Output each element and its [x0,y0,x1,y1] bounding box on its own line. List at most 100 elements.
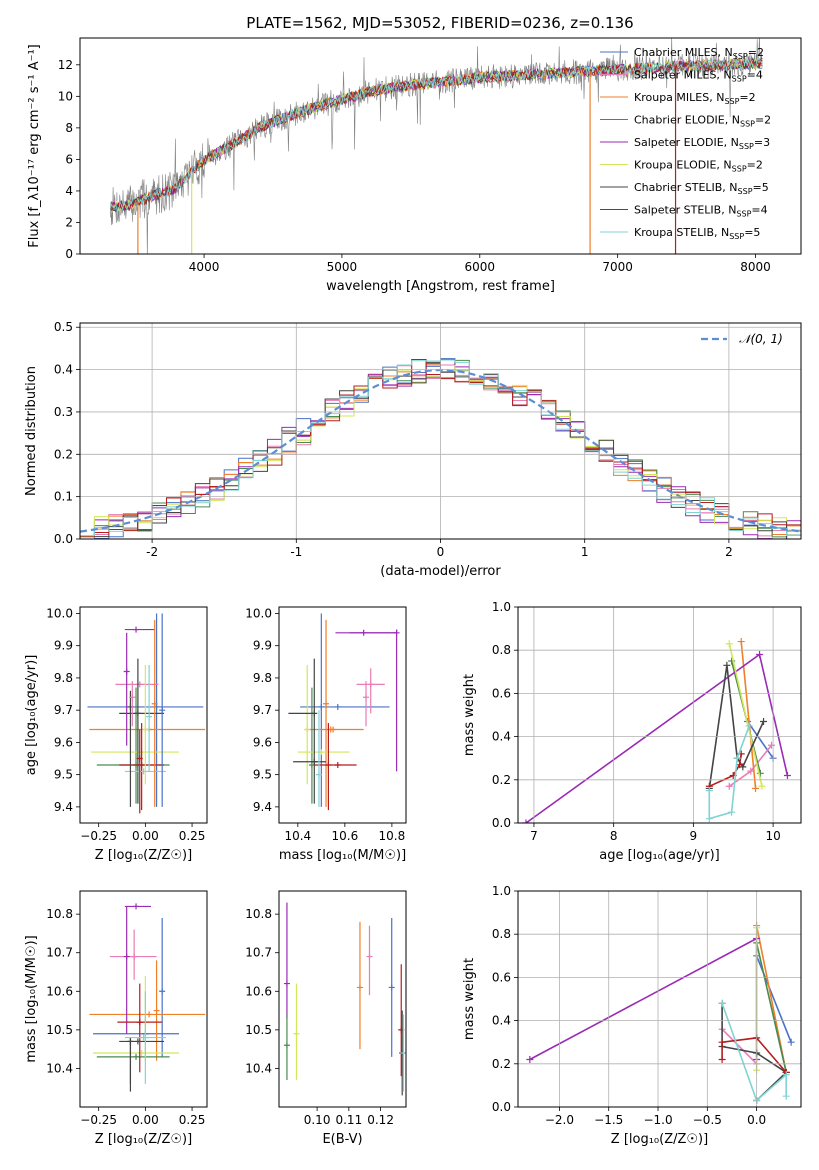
y-tick-label: 10.7 [245,946,272,960]
y-tick-label: 0.6 [492,686,511,700]
y-tick-label: 10.4 [46,1061,73,1075]
y-tick-label: 10.8 [245,907,272,921]
x-tick-label: 7 [530,829,538,843]
y-tick-label: 9.6 [253,735,272,749]
x-tick-label: −0.25 [80,1113,117,1127]
weight-marker [760,717,768,725]
axes-frame [79,322,802,540]
weight-marker [756,769,764,777]
data-point [136,755,143,762]
weight-marker [725,782,733,790]
data-point [315,771,322,778]
x-tick-label: 0.00 [132,1113,159,1127]
y-tick-label: 9.9 [54,639,73,653]
weight-marker [745,722,753,730]
spectrum-panel: 4000 5000 6000 7000 8000 0 2 4 6 8 10 12 wavelength … [27,37,802,294]
x-axis-label: E(B-V) [322,1132,362,1147]
data-point [293,1030,300,1037]
legend-entry: Salpeter STELIB, NSSP=4 [634,204,768,219]
weight-line [755,942,787,1073]
plot-area [522,638,791,823]
weight-line [721,1028,758,1065]
weight-marker [728,808,736,816]
x-tick-label: 0.0 [747,1113,766,1127]
x-tick-label: 7000 [602,260,633,274]
y-tick-label: 0.6 [492,970,511,984]
plot-area [526,922,795,1105]
weight-marker [705,815,713,823]
data-point [360,629,367,636]
y-tick-label: 1.0 [492,600,511,614]
y-axis-label: mass [log₁₀(M/M☉)] [24,935,39,1062]
y-tick-label: 9.5 [54,768,73,782]
x-tick-label: 0.12 [367,1113,394,1127]
data-point [356,984,363,991]
data-point [133,903,140,910]
age-vs-mass-panel: 10.4 10.6 10.8 9.4 9.5 9.6 9.7 9.8 9.9 10.0 mass [… [245,606,407,863]
legend-entry: Salpeter MILES, NSSP=4 [634,69,763,84]
weight-marker [718,1038,726,1046]
x-tick-label: 10.4 [284,829,311,843]
data-point [334,761,341,768]
x-tick-label: 0.25 [179,829,206,843]
axes-frame [517,890,802,1108]
y-axis-label: mass weight [462,674,477,756]
y-axis-label: Normed distribution [24,366,39,496]
data-point [323,700,330,707]
plot-area [288,613,400,811]
y-tick-label: 10.7 [46,946,73,960]
data-point [134,710,141,717]
y-tick-label: 9.9 [253,639,272,653]
axes-frame [517,606,802,824]
plot-area [283,902,406,1096]
y-tick-label: 0.2 [492,773,511,787]
data-point [146,1011,153,1018]
y-tick-label: 0.0 [492,1100,511,1114]
x-tick-label: 8 [610,829,618,843]
data-point [400,1050,406,1056]
data-point [127,1038,134,1045]
data-point [330,726,337,733]
weight-marker [526,1055,534,1063]
y-tick-label: 12 [58,58,73,72]
y-tick-label: 4 [65,184,73,198]
legend-entry: Chabrier ELODIE, NSSP=2 [634,114,771,129]
mass-vs-metallicity-panel: −0.25 0.00 0.25 10.4 10.5 10.6 10.7 10.8 Z [log₁… [24,890,208,1147]
x-tick-label: 8000 [740,260,771,274]
data-point [142,726,149,733]
legend-entry: Kroupa MILES, NSSP=2 [634,91,756,106]
y-tick-label: 10.6 [46,984,73,998]
x-tick-label: −1.0 [643,1113,672,1127]
weight-marker [733,754,741,762]
x-tick-label: -2 [146,545,158,559]
y-tick-label: 10.5 [46,1023,73,1037]
x-axis-label: Z [log₁₀(Z/Z☉)] [611,1132,708,1147]
y-tick-label: 0.3 [54,405,73,419]
y-tick-label: 10.4 [245,1061,272,1075]
axes-frame [278,890,407,1108]
y-tick-label: 10 [58,89,73,103]
y-tick-label: 9.5 [253,768,272,782]
data-point [123,953,130,960]
y-tick-label: 1.0 [492,884,511,898]
x-tick-label: 0.10 [304,1113,331,1127]
data-point [133,626,140,633]
y-tick-label: 0 [65,247,73,261]
data-point [283,1042,290,1049]
figure-title: PLATE=1562, MJD=53052, FIBERID=0236, z=0… [246,14,633,32]
y-tick-label: 0.5 [54,320,73,334]
legend-entry: Chabrier MILES, NSSP=2 [634,46,764,61]
y-tick-label: 10.0 [46,606,73,620]
x-tick-label: −0.25 [80,829,117,843]
x-tick-label: −0.5 [693,1113,722,1127]
data-point [136,1019,143,1026]
y-tick-label: 0.8 [492,927,511,941]
data-point [304,726,311,733]
weight-marker [737,638,745,646]
data-point [334,703,341,710]
y-tick-label: 9.6 [54,735,73,749]
weight-marker [522,819,530,823]
y-tick-label: 0.4 [492,1014,511,1028]
y-tick-label: 9.7 [54,703,73,717]
y-tick-label: 9.7 [253,703,272,717]
